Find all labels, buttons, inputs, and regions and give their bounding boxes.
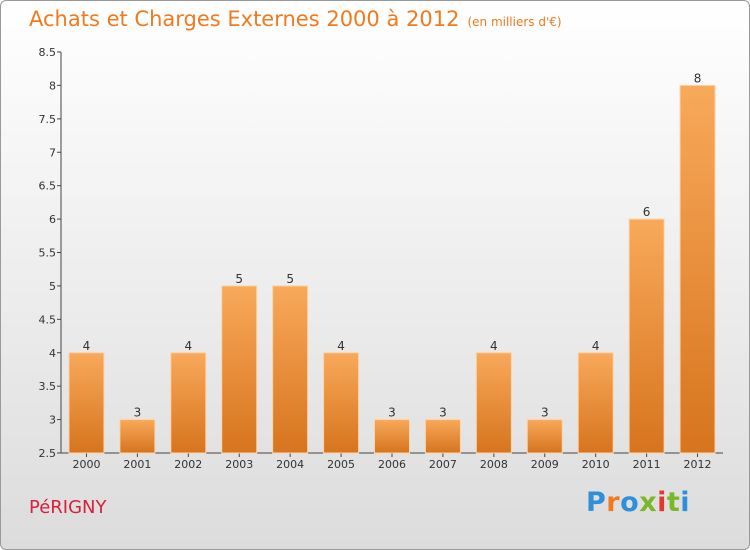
y-tick-label: 7.5 [39, 113, 57, 126]
y-tick-label: 6 [49, 213, 56, 226]
x-tick-label: 2002 [174, 458, 202, 471]
title-unit: (en milliers d'€) [467, 15, 562, 29]
data-label: 8 [694, 71, 702, 85]
proxiti-logo: Proxiti [586, 487, 691, 518]
bar [68, 352, 105, 454]
data-label: 3 [541, 406, 549, 420]
data-label: 3 [388, 406, 396, 420]
bar [679, 84, 716, 454]
x-tick-label: 2000 [72, 458, 100, 471]
x-tick-label: 2008 [480, 458, 508, 471]
bar [577, 352, 614, 454]
bar [475, 352, 512, 454]
y-tick-label: 4.5 [39, 313, 57, 326]
y-tick-label: 8 [49, 79, 56, 92]
data-label: 3 [439, 406, 447, 420]
data-label: 4 [592, 339, 600, 353]
data-label: 4 [490, 339, 498, 353]
bar [323, 352, 360, 454]
data-label: 5 [286, 272, 294, 286]
bar [424, 419, 461, 454]
data-label: 3 [134, 406, 142, 420]
bar [526, 419, 563, 454]
y-tick-label: 3 [49, 414, 56, 427]
x-tick-label: 2010 [582, 458, 610, 471]
title-main: Achats et Charges Externes 2000 à 2012 [29, 7, 460, 31]
bar [170, 352, 207, 454]
data-label: 4 [184, 339, 192, 353]
data-label: 6 [643, 205, 651, 219]
place-name: PéRIGNY [29, 497, 107, 518]
y-tick-label: 2.5 [39, 447, 57, 460]
bar [628, 218, 665, 454]
x-tick-label: 2011 [633, 458, 661, 471]
x-tick-label: 2005 [327, 458, 355, 471]
x-tick-label: 2012 [684, 458, 712, 471]
x-tick-label: 2003 [225, 458, 253, 471]
y-tick-label: 8.5 [39, 46, 57, 59]
y-tick-label: 5 [49, 280, 56, 293]
y-tick-label: 4 [49, 347, 56, 360]
data-label: 5 [235, 272, 243, 286]
bar [221, 285, 258, 454]
y-tick-label: 7 [49, 146, 56, 159]
data-label: 4 [337, 339, 345, 353]
x-tick-label: 2009 [531, 458, 559, 471]
bar [374, 419, 410, 454]
x-tick-label: 2006 [378, 458, 406, 471]
bar [119, 419, 156, 454]
x-tick-label: 2004 [276, 458, 304, 471]
y-tick-label: 3.5 [39, 380, 57, 393]
bar [272, 285, 309, 454]
x-tick-label: 2001 [123, 458, 151, 471]
y-tick-label: 5.5 [39, 247, 57, 260]
data-label: 4 [83, 339, 91, 353]
x-tick-label: 2007 [429, 458, 457, 471]
chart-title: Achats et Charges Externes 2000 à 2012 (e… [29, 7, 562, 31]
y-tick-label: 6.5 [39, 180, 57, 193]
